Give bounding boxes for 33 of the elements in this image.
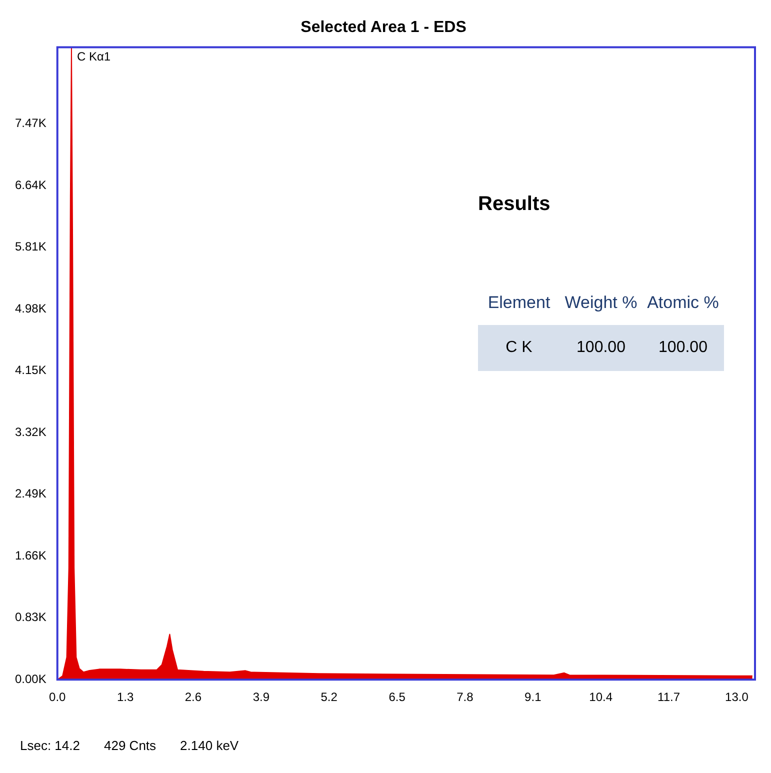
y-tick-label: 5.81K (15, 240, 46, 254)
y-tick-label: 7.47K (15, 116, 46, 130)
y-tick-label: 3.32K (15, 424, 46, 439)
x-tick-label: 6.5 (388, 690, 406, 704)
y-tick-label: 0.83K (15, 610, 46, 624)
annotation: 100.00 (560, 325, 642, 371)
annotation: Atomic % (646, 293, 720, 314)
y-tick-label: 4.15K (15, 363, 46, 378)
text: Lsec: 14.2 (20, 738, 80, 753)
y-tick-label: 1.66K (15, 548, 46, 562)
text: 429 Cnts (104, 738, 156, 753)
y-tick-label: 2.49K (15, 486, 46, 501)
chart-title: Selected Area 1 - EDS (300, 19, 467, 36)
x-tick-label: 7.8 (456, 690, 474, 704)
x-tick-label: 5.2 (320, 690, 338, 704)
annotation: Results (478, 193, 550, 216)
annotation: Weight % (564, 293, 638, 314)
x-tick-label: 9.1 (524, 690, 542, 704)
x-tick-label: 1.3 (116, 690, 134, 704)
annotation: C Kα1 (76, 50, 111, 64)
text: 2.140 keV (180, 738, 239, 753)
x-tick-label: 3.9 (252, 690, 270, 704)
y-tick-label: 4.98K (15, 301, 46, 316)
x-tick-label: 10.4 (589, 690, 613, 704)
x-tick-label: 2.6 (184, 690, 202, 704)
annotation: 100.00 (642, 325, 724, 371)
x-tick-label: 13.0 (725, 690, 749, 704)
x-tick-label: 11.7 (658, 690, 680, 704)
y-tick-label: 0.00K (15, 672, 46, 686)
annotation: C K (478, 325, 560, 371)
annotation: Element (486, 293, 552, 314)
y-tick-label: 6.64K (15, 178, 46, 192)
x-tick-label: 0.0 (49, 690, 66, 704)
